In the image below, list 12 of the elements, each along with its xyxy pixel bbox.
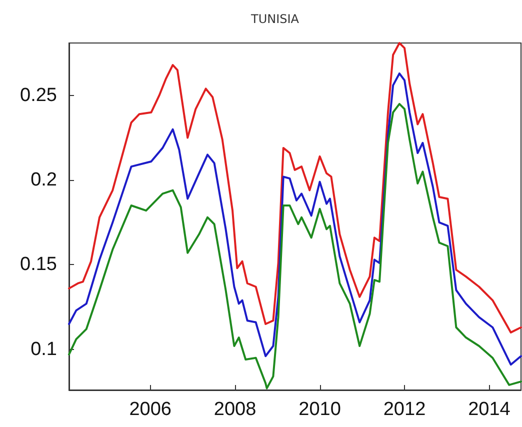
y-tick-label: 0.1 [30, 338, 57, 360]
x-tick-label: 2008 [214, 399, 256, 420]
y-tick-label: 0.15 [20, 254, 57, 276]
y-tick-label: 0.2 [30, 170, 57, 191]
x-tick-label: 2010 [298, 399, 341, 420]
line-series [68, 72, 522, 366]
line-series [68, 42, 522, 334]
x-tick-label: 2014 [468, 399, 511, 420]
y-tick-label: 0.25 [20, 84, 57, 106]
chart-title: TUNISIA [250, 12, 300, 26]
x-tick-label: 2006 [129, 399, 172, 420]
x-tick-label: 2012 [383, 399, 426, 420]
